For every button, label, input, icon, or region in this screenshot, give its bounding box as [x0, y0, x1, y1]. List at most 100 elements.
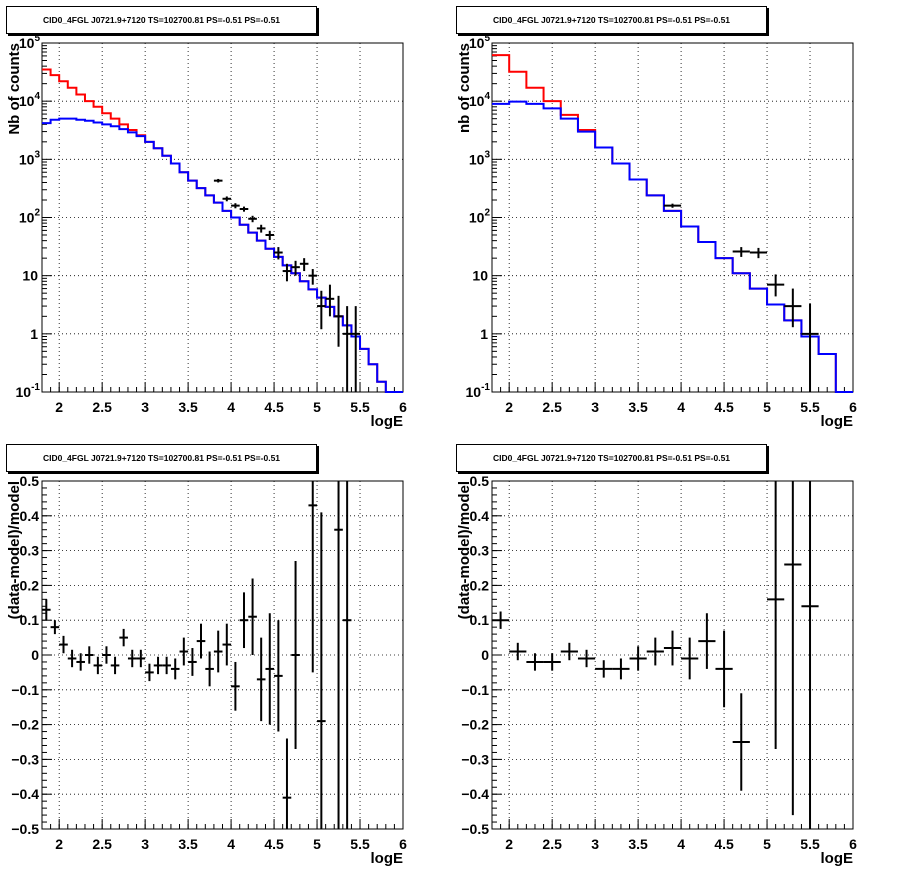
data-point	[136, 649, 146, 668]
data-point	[170, 658, 180, 680]
x-tick-label: 2.5	[542, 836, 562, 852]
y-axis-title: (data-model)/model	[456, 481, 473, 619]
data-point	[291, 561, 300, 749]
y-tick-label: 104	[469, 91, 491, 109]
data-point	[67, 649, 77, 668]
y-tick-label: 0.2	[20, 577, 40, 593]
data-point	[205, 651, 214, 687]
data-point	[274, 247, 283, 260]
chart-title-4: CID0_4FGL J0721.9+7120 TS=102700.81 PS=-…	[456, 444, 767, 472]
data-point	[102, 646, 111, 664]
y-tick-label: 105	[469, 33, 491, 51]
x-tick-label: 3.5	[628, 836, 648, 852]
y-tick-label: 104	[19, 91, 41, 109]
y-tick-label: 0.3	[470, 543, 490, 559]
data-point	[213, 630, 223, 673]
x-tick-label: 5.5	[350, 399, 370, 415]
x-tick-label: 3	[141, 836, 149, 852]
data-point	[93, 656, 103, 675]
data-point	[715, 630, 733, 708]
x-tick-label: 2	[505, 399, 513, 415]
data-point	[509, 642, 527, 661]
data-point	[256, 637, 266, 722]
y-tick-label: 10-1	[466, 382, 491, 400]
data-point	[282, 263, 292, 282]
data-point	[119, 628, 128, 647]
x-axis-title: logE	[821, 413, 854, 430]
data-point	[179, 637, 189, 666]
x-tick-label: 5	[763, 399, 771, 415]
x-axis-title: logE	[821, 850, 854, 867]
x-tick-label: 3.5	[178, 399, 198, 415]
data-point	[153, 656, 163, 675]
y-tick-label: 1	[30, 326, 38, 342]
y-tick-label: 102	[19, 208, 41, 226]
series-step-line	[492, 100, 853, 393]
y-tick-label: 10-1	[16, 382, 41, 400]
y-tick-label: 0	[31, 647, 39, 663]
data-point	[291, 260, 300, 276]
x-tick-label: 6	[849, 399, 857, 415]
data-point	[239, 206, 249, 212]
y-tick-label: 0.5	[20, 473, 40, 489]
chart-title-2: CID0_4FGL J0721.9+7120 TS=102700.81 PS=-…	[456, 6, 767, 34]
y-tick-label: −0.5	[461, 821, 489, 837]
data-point	[732, 693, 750, 791]
data-point	[42, 599, 51, 621]
y-tick-label: 0.4	[470, 508, 490, 524]
data-point	[222, 623, 232, 666]
y-tick-label: 0.5	[470, 473, 490, 489]
y-tick-label: 103	[19, 149, 41, 167]
x-tick-label: 2	[505, 836, 513, 852]
x-tick-label: 3	[591, 836, 599, 852]
y-tick-label: 0	[481, 647, 489, 663]
data-point	[629, 646, 647, 671]
data-point	[334, 295, 343, 347]
data-point	[84, 646, 94, 664]
data-point	[317, 512, 326, 829]
x-tick-label: 5.5	[800, 399, 820, 415]
y-tick-label: 0.4	[20, 508, 40, 524]
x-tick-label: 4.5	[264, 836, 284, 852]
x-tick-label: 4.5	[714, 836, 734, 852]
chart-title-3: CID0_4FGL J0721.9+7120 TS=102700.81 PS=-…	[6, 444, 317, 472]
x-tick-label: 2.5	[92, 399, 112, 415]
data-point	[299, 258, 309, 272]
data-point	[231, 203, 240, 209]
y-tick-label: 102	[469, 208, 491, 226]
y-tick-label: −0.4	[11, 786, 39, 802]
data-point	[317, 290, 326, 330]
y-axis-title: nb of counts	[456, 43, 473, 133]
data-point	[492, 611, 510, 629]
data-point	[76, 653, 85, 671]
y-tick-label: −0.3	[461, 751, 489, 767]
x-tick-label: 2.5	[542, 399, 562, 415]
data-point	[663, 630, 682, 666]
y-tick-label: 0.1	[20, 612, 40, 628]
x-tick-label: 4	[677, 399, 685, 415]
y-tick-label: 1	[480, 326, 488, 342]
y-tick-label: 10	[472, 268, 488, 284]
y-tick-label: −0.2	[11, 717, 39, 733]
data-point	[265, 230, 275, 241]
data-point	[248, 215, 257, 223]
x-axis-title: logE	[371, 850, 404, 867]
y-tick-label: −0.4	[461, 786, 489, 802]
data-point	[213, 178, 223, 183]
x-tick-label: 4	[227, 399, 235, 415]
chart-title-1: CID0_4FGL J0721.9+7120 TS=102700.81 PS=-…	[6, 6, 317, 34]
data-point	[767, 274, 785, 297]
data-point	[265, 613, 275, 725]
data-point	[231, 661, 240, 711]
data-point	[681, 637, 699, 680]
y-tick-label: −0.5	[11, 821, 39, 837]
y-axis-title: Nb of counts	[6, 43, 23, 135]
data-point	[351, 306, 361, 392]
x-tick-label: 6	[399, 399, 407, 415]
x-tick-label: 6	[849, 836, 857, 852]
y-tick-label: −0.1	[461, 682, 489, 698]
data-point	[612, 658, 630, 680]
x-tick-label: 5.5	[800, 836, 820, 852]
